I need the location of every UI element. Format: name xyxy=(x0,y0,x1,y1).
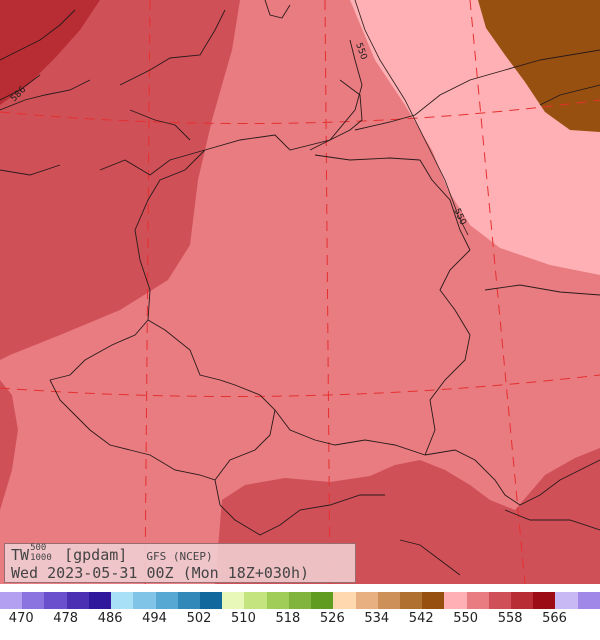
color-scale-legend xyxy=(0,592,600,609)
graticule xyxy=(0,0,600,584)
weather-map: 550 550 586 xyxy=(0,0,600,584)
legend-swatch xyxy=(444,592,467,609)
color-scale-labels: 470 478 486 494 502 510 518 526 534 542 550 558 566 xyxy=(0,611,600,631)
legend-tick-label: 534 xyxy=(364,611,390,626)
region-brown-northeast xyxy=(478,0,600,132)
legend-tick-label: 494 xyxy=(142,611,167,626)
contour-lines xyxy=(0,0,469,236)
legend-swatch xyxy=(333,592,356,609)
legend-tick-label: 542 xyxy=(408,611,434,626)
legend-tick-label: 478 xyxy=(53,611,79,626)
legend-swatch xyxy=(44,592,67,609)
legend-swatch xyxy=(288,592,312,609)
legend-tick-label: 486 xyxy=(97,611,123,626)
legend-swatch xyxy=(199,592,223,609)
legend-tick-label: 510 xyxy=(231,611,256,626)
region-dark-red-northwest xyxy=(0,0,100,105)
legend-tick-label: 566 xyxy=(542,611,567,626)
region-red-southwest xyxy=(0,380,18,510)
legend-tick-label: 526 xyxy=(319,611,345,626)
legend-tick-label: 558 xyxy=(497,611,523,626)
map-info-box: TW 500 1000 [gpdam] GFS (NCEP) Wed 2023-05… xyxy=(4,543,356,583)
legend-tick-label: 470 xyxy=(8,611,34,626)
legend-swatch xyxy=(155,592,178,609)
variable-levels: 500 1000 xyxy=(30,543,52,563)
country-borders xyxy=(0,39,600,576)
legend-swatch xyxy=(555,592,578,609)
legend-swatch xyxy=(266,592,289,609)
unit-label: [gpdam] xyxy=(64,546,128,564)
legend-swatch xyxy=(511,592,534,609)
legend-swatch xyxy=(88,592,112,609)
legend-swatch xyxy=(533,592,556,609)
coastlines xyxy=(0,0,363,176)
legend-swatch xyxy=(0,592,23,609)
map-title: TW 500 1000 [gpdam] GFS (NCEP) xyxy=(11,543,213,564)
legend-tick-label: 518 xyxy=(275,611,301,626)
legend-swatch xyxy=(355,592,378,609)
legend-swatch xyxy=(177,592,200,609)
legend-swatch xyxy=(466,592,489,609)
legend-swatch xyxy=(577,592,600,609)
legend-swatch xyxy=(111,592,134,609)
legend-swatch xyxy=(244,592,267,609)
legend-swatch xyxy=(399,592,423,609)
legend-tick-label: 502 xyxy=(186,611,212,626)
variable-name: TW xyxy=(11,546,30,564)
legend-swatch xyxy=(222,592,245,609)
legend-swatch xyxy=(488,592,512,609)
legend-swatch xyxy=(22,592,45,609)
legend-swatch xyxy=(311,592,334,609)
legend-swatch xyxy=(133,592,156,609)
model-name: GFS (NCEP) xyxy=(146,550,213,563)
legend-swatch xyxy=(377,592,400,609)
legend-swatch xyxy=(422,592,445,609)
region-red-west xyxy=(0,0,240,360)
legend-tick-label: 550 xyxy=(453,611,479,626)
run-time: Wed 2023-05-31 00Z (Mon 18Z+030h) xyxy=(11,564,310,582)
legend-swatch xyxy=(66,592,89,609)
